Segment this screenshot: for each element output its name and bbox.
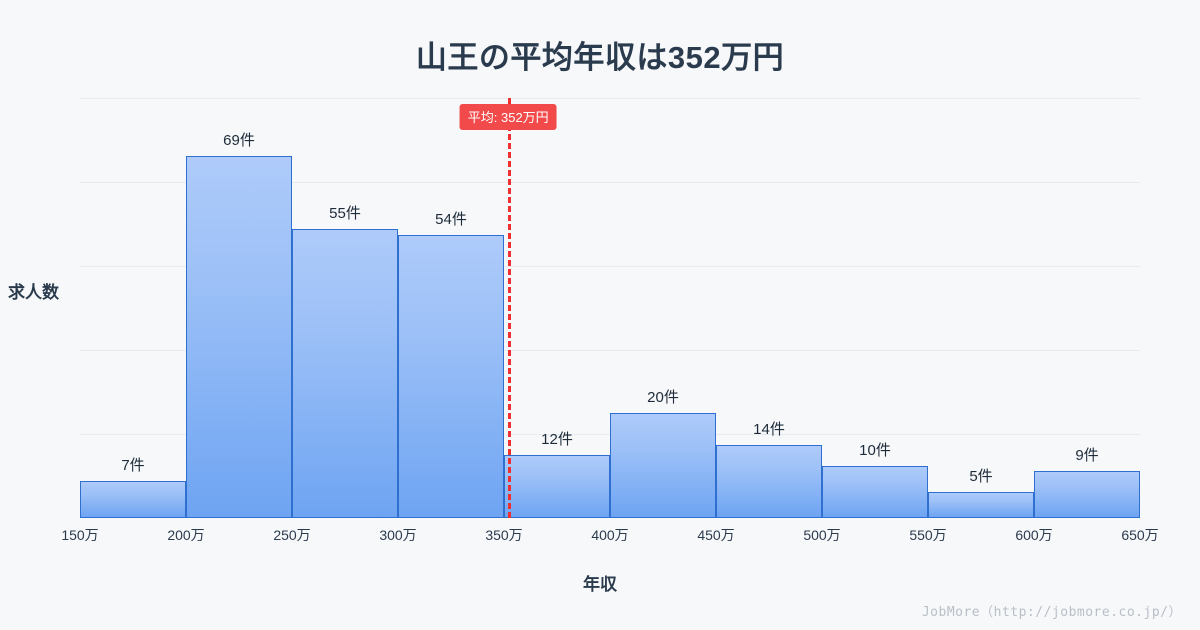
histogram-bar	[716, 444, 822, 518]
x-tick-label: 600万	[1015, 527, 1053, 543]
x-tick-label: 350万	[485, 527, 523, 543]
gridline	[80, 266, 1140, 267]
x-tick-label: 650万	[1121, 527, 1159, 543]
gridline	[80, 98, 1140, 99]
gridline	[80, 350, 1140, 351]
bar-value-label: 20件	[647, 389, 679, 406]
bar-value-label: 5件	[969, 467, 993, 485]
bar-value-label: 12件	[541, 431, 573, 448]
x-tick-label: 450万	[697, 527, 735, 543]
x-tick-label: 550万	[909, 527, 947, 543]
histogram-bar	[822, 465, 928, 518]
bar-value-label: 54件	[435, 210, 467, 228]
x-tick-label: 200万	[167, 527, 205, 543]
page-title: 山王の平均年収は352万円	[415, 40, 785, 75]
histogram-bar	[398, 234, 504, 518]
x-tick-label: 250万	[273, 527, 311, 543]
bar-value-label: 9件	[1075, 446, 1099, 464]
bar-value-label: 14件	[753, 420, 785, 438]
watermark-credit: JobMore（http://jobmore.co.jp/）	[921, 605, 1182, 620]
bar-value-label: 10件	[859, 441, 891, 459]
histogram-bar	[610, 413, 716, 518]
x-tick-label: 150万	[61, 527, 99, 543]
histogram-bar	[186, 155, 292, 518]
histogram-bar	[292, 229, 398, 518]
average-badge: 平均: 352万円	[459, 104, 557, 130]
histogram-bar	[504, 455, 610, 518]
bar-value-label: 55件	[329, 205, 361, 223]
y-axis-title: 求人数	[8, 283, 59, 302]
x-tick-label: 500万	[803, 527, 841, 543]
histogram-bar	[1034, 470, 1140, 518]
histogram-bar	[928, 491, 1034, 518]
average-line	[508, 98, 512, 518]
x-tick-label: 400万	[591, 527, 629, 543]
histogram-bar	[80, 481, 186, 518]
gridline	[80, 182, 1140, 183]
plot-area: 7件 69件 55件 54件 12件 20件 14件 10件 5件 9件 平均: 352万円	[80, 98, 1140, 518]
x-tick-label: 300万	[379, 527, 417, 543]
x-axis-title: 年収	[583, 575, 617, 594]
bar-value-label: 69件	[223, 131, 255, 149]
bar-value-label: 7件	[121, 457, 145, 475]
